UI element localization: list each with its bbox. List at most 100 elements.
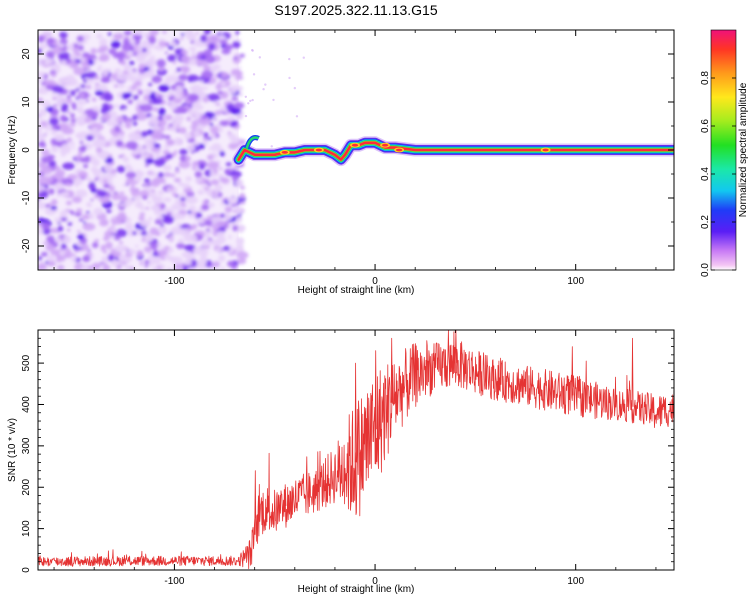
noise-speckle — [118, 211, 126, 217]
noise-speckle — [69, 210, 74, 214]
noise-speckle — [62, 235, 71, 244]
noise-speckle — [213, 168, 219, 174]
noise-speckle — [119, 60, 127, 66]
noise-speckle — [159, 223, 165, 227]
noise-speckle — [69, 142, 76, 146]
noise-speckle — [216, 32, 222, 36]
noise-speckle — [179, 149, 188, 155]
noise-speckle — [102, 112, 112, 122]
noise-speckle — [215, 248, 223, 253]
noise-speckle — [196, 258, 207, 267]
noise-speckle — [171, 203, 183, 211]
noise-speckle — [154, 219, 162, 225]
noise-speckle — [130, 188, 141, 198]
noise-speckle — [210, 126, 219, 135]
noise-speckle — [66, 94, 71, 99]
noise-speckle — [172, 96, 183, 104]
noise-speckle — [57, 225, 64, 232]
noise-speckle — [50, 66, 58, 71]
noise-speckle — [208, 202, 215, 208]
noise-speckle — [149, 94, 157, 100]
noise-speckle — [194, 217, 200, 223]
noise-speckle — [43, 241, 48, 245]
noise-speckle — [69, 53, 77, 61]
noise-speckle — [228, 142, 238, 150]
noise-speckle — [236, 237, 245, 246]
noise-speckle — [82, 164, 89, 169]
noise-speckle — [208, 93, 220, 102]
noise-speckle — [233, 101, 245, 110]
noise-speckle — [231, 84, 237, 89]
noise-speckle — [51, 132, 56, 136]
noise-speckle — [209, 123, 214, 127]
noise-speckle — [50, 248, 61, 256]
noise-speckle — [95, 84, 108, 93]
noise-speckle — [124, 65, 128, 69]
noise-speckle — [150, 102, 153, 105]
ridge-trace — [232, 135, 674, 167]
noise-speckle — [73, 43, 79, 49]
noise-speckle — [238, 200, 246, 205]
noise-speckle — [38, 58, 43, 66]
noise-speckle — [192, 246, 207, 255]
noise-speckle — [156, 59, 166, 68]
noise-speckle — [231, 96, 238, 101]
noise-speckle — [176, 67, 181, 72]
noise-speckle — [238, 76, 244, 80]
noise-speckle — [200, 34, 208, 43]
noise-speckle — [55, 94, 63, 101]
noise-speckle — [205, 228, 211, 232]
noise-speckle — [103, 219, 109, 225]
noise-speckle — [233, 210, 237, 213]
noise-speckle — [206, 94, 210, 97]
noise-speckle-group — [38, 30, 305, 270]
noise-speckle — [138, 215, 145, 221]
noise-speckle — [144, 138, 156, 146]
noise-speckle — [157, 172, 164, 178]
noise-speckle — [85, 177, 92, 181]
noise-speckle — [228, 88, 238, 94]
noise-speckle — [59, 38, 68, 45]
noise-speckle — [77, 171, 88, 178]
noise-speckle — [100, 244, 106, 249]
noise-speckle — [135, 201, 143, 209]
noise-speckle — [230, 120, 239, 127]
noise-speckle — [231, 175, 240, 182]
noise-speckle — [206, 154, 214, 161]
noise-speckle — [176, 242, 186, 249]
noise-speckle — [61, 217, 67, 221]
noise-speckle — [92, 168, 103, 176]
noise-speckle — [195, 31, 199, 35]
noise-speckle — [158, 84, 170, 93]
noise-speckle — [178, 193, 187, 199]
noise-speckle — [101, 102, 109, 110]
noise-speckle — [49, 227, 59, 234]
noise-speckle — [157, 249, 168, 256]
noise-speckle — [183, 70, 188, 74]
noise-speckle — [143, 32, 150, 38]
noise-speckle — [191, 51, 196, 56]
noise-speckle — [205, 180, 209, 184]
noise-speckle — [99, 261, 105, 265]
noise-speckle — [201, 239, 212, 248]
noise-speckle — [146, 200, 152, 205]
noise-speckle — [163, 197, 172, 203]
noise-speckle — [71, 253, 77, 257]
noise-speckle — [92, 105, 100, 112]
noise-speckle — [38, 127, 42, 134]
noise-speckle — [189, 85, 198, 92]
noise-speckle — [98, 195, 111, 204]
noise-speckle — [112, 116, 118, 122]
noise-speckle — [69, 61, 79, 69]
spectrogram-y-tick-label: 0 — [21, 147, 32, 153]
noise-speckle — [44, 60, 49, 66]
noise-speckle — [102, 179, 108, 184]
noise-speckle — [217, 90, 224, 95]
noise-speckle — [191, 225, 196, 231]
noise-speckle — [162, 164, 172, 171]
noise-speckle — [52, 85, 64, 93]
noise-speckle — [75, 162, 79, 166]
noise-speckle — [41, 222, 51, 231]
noise-speckle — [153, 172, 158, 177]
noise-speckle — [88, 181, 96, 190]
